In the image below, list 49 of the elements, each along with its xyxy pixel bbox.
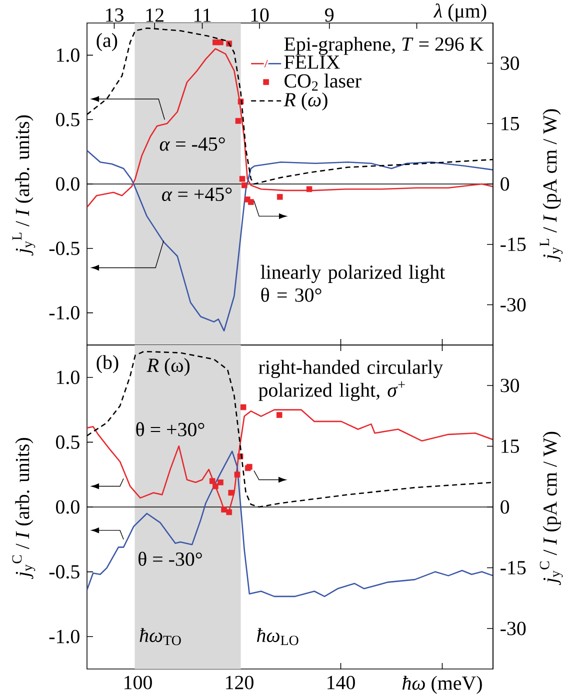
text: 13 <box>106 8 124 22</box>
y2-tick-label: 15 <box>502 116 519 130</box>
y-tick-label: -1.0 <box>49 630 80 644</box>
y-tick-label: 1.0 <box>57 370 80 384</box>
legend-label: R (ω) <box>284 92 328 111</box>
text: 12 <box>146 8 164 22</box>
legend-label: FELIX <box>284 56 340 69</box>
y2-tick-label: -30 <box>500 298 526 312</box>
y2-tick-label: -15 <box>500 238 526 252</box>
y-tick-label: 1.0 <box>57 48 80 62</box>
x-tick-label: 100 <box>124 676 152 690</box>
annotation: ħω$_{LO}$ <box>256 628 298 646</box>
y-tick-label: 0.5 <box>56 112 80 126</box>
x-tick-label: 120 <box>226 676 254 690</box>
y2-tick-label: 0 <box>500 177 510 191</box>
y-tick-label: 0.0 <box>56 500 80 514</box>
y-tick-label: 0.0 <box>56 177 80 191</box>
text: 11 <box>194 8 211 22</box>
legend-label: CO$_{2}$ laser <box>284 74 362 91</box>
y2-tick-label: 15 <box>502 440 519 453</box>
annotation: ħω$_{TO}$ <box>140 628 181 646</box>
y-tick-label: -1.0 <box>49 306 80 320</box>
annotation: (a) <box>96 33 118 52</box>
x2-axis-title: λ (μm) <box>434 4 486 22</box>
y2-axis-title: j$_{y}$$^{L}$ / I (pA cm / W) <box>540 109 563 262</box>
y-tick-label: -0.5 <box>49 565 80 579</box>
x-tick-label: 140 <box>328 676 355 690</box>
annotation: θ = -30° <box>138 552 202 566</box>
y2-tick-label: 30 <box>500 378 520 392</box>
y2-tick-label: 0 <box>500 500 510 514</box>
annotation: α = -45° <box>160 137 225 151</box>
annotation: R (ω) <box>146 358 190 376</box>
annotation: right-handed circularly polarized light, σ$^{+}$ <box>258 360 444 401</box>
y2-tick-label: -30 <box>500 622 526 636</box>
y2-axis-title: j$_{y}$$^{C}$ / I (pA cm / W) <box>540 432 563 586</box>
annotation: (b) <box>96 355 118 374</box>
y-axis-title: j$_{y}$$^{L}$ / I (arb. units) <box>12 115 36 256</box>
text: 10 <box>251 8 269 22</box>
y-tick-label: -0.5 <box>49 242 80 256</box>
y2-tick-label: -15 <box>500 561 526 574</box>
annotation: linearly polarized light θ = 30° <box>260 264 446 302</box>
y2-tick-label: 30 <box>500 56 520 70</box>
y-axis-title: j$_{y}$$^{C}$ / I (arb. units) <box>12 438 36 580</box>
text: 9 <box>325 8 334 22</box>
annotation: α = +45° <box>162 188 232 202</box>
x-axis-title: ħω (meV) <box>402 676 482 694</box>
legend-title: Epi-graphene, T = 296 K <box>284 36 484 55</box>
y-tick-label: 0.5 <box>56 435 80 449</box>
annotation: θ = +30° <box>136 422 204 436</box>
